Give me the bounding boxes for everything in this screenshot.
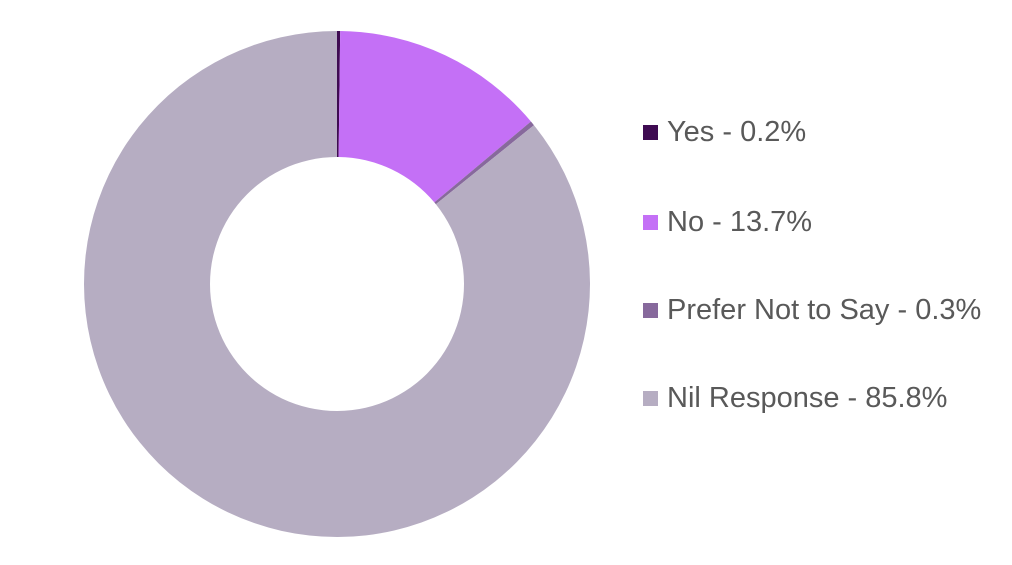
donut-slice	[338, 31, 531, 203]
donut-slice	[434, 121, 534, 205]
legend-item: Yes - 0.2%	[643, 113, 806, 151]
legend-label: No - 13.7%	[667, 206, 813, 238]
legend-swatch	[643, 391, 658, 406]
legend-swatch	[643, 303, 658, 318]
legend-swatch	[643, 215, 658, 230]
legend-item: No - 13.7%	[643, 203, 812, 241]
legend-label: Yes - 0.2%	[667, 116, 807, 148]
legend-swatch	[643, 125, 658, 140]
legend-label: Nil Response - 85.8%	[667, 382, 948, 414]
legend: Yes - 0.2% No - 13.7% Prefer Not to Say - …	[643, 0, 1003, 565]
legend-item: Prefer Not to Say - 0.3%	[643, 291, 981, 329]
donut-slice	[337, 31, 341, 158]
legend-label: Prefer Not to Say - 0.3%	[667, 294, 982, 326]
donut-slice	[84, 31, 591, 537]
chart	[84, 31, 591, 537]
legend-item: Nil Response - 85.8%	[643, 379, 947, 417]
